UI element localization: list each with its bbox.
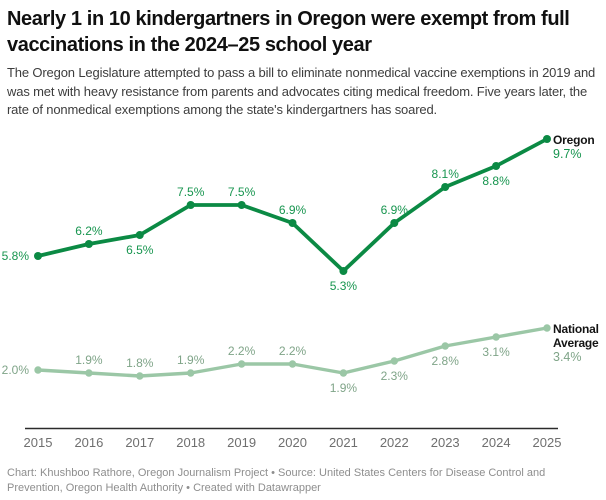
- point-national-average-2015[interactable]: [34, 366, 42, 374]
- value-label-national-average-2021: 1.9%: [330, 381, 358, 395]
- series-end-value-national-average: 3.4%: [553, 350, 582, 364]
- series-end-value-oregon: 9.7%: [553, 147, 582, 161]
- chart-credit: Chart: Khushboo Rathore, Oregon Journali…: [7, 467, 546, 494]
- value-label-national-average-2022: 2.3%: [381, 369, 409, 383]
- value-label-oregon-2015: 5.8%: [2, 249, 30, 263]
- x-axis-label-2021: 2021: [329, 435, 358, 450]
- point-oregon-2021[interactable]: [339, 267, 348, 275]
- point-national-average-2022[interactable]: [390, 357, 398, 365]
- point-national-average-2017[interactable]: [136, 372, 144, 380]
- series-label-national-average-line1: National: [553, 322, 599, 336]
- point-national-average-2025[interactable]: [543, 324, 551, 332]
- point-oregon-2022[interactable]: [390, 219, 399, 227]
- point-national-average-2024[interactable]: [492, 333, 500, 341]
- x-axis-label-2025: 2025: [533, 435, 562, 450]
- value-label-national-average-2019: 2.2%: [228, 344, 256, 358]
- value-label-national-average-2023: 2.8%: [432, 354, 460, 368]
- x-axis-label-2020: 2020: [278, 435, 307, 450]
- value-label-oregon-2020: 6.9%: [279, 203, 307, 217]
- value-label-national-average-2017: 1.8%: [126, 356, 154, 370]
- x-axis-label-2023: 2023: [431, 435, 460, 450]
- value-label-national-average-2018: 1.9%: [177, 353, 205, 367]
- value-label-national-average-2016: 1.9%: [75, 353, 103, 367]
- value-label-oregon-2016: 6.2%: [75, 224, 103, 238]
- point-national-average-2020[interactable]: [288, 360, 297, 368]
- value-label-oregon-2021: 5.3%: [330, 279, 358, 293]
- point-oregon-2023[interactable]: [441, 183, 450, 191]
- point-national-average-2016[interactable]: [85, 369, 93, 377]
- point-oregon-2016[interactable]: [84, 240, 93, 248]
- value-label-oregon-2018: 7.5%: [177, 185, 205, 199]
- point-national-average-2023[interactable]: [441, 342, 449, 350]
- x-axis-label-2024: 2024: [482, 435, 511, 450]
- series-label-national-average-line2: Average: [553, 336, 599, 350]
- x-axis-label-2017: 2017: [125, 435, 154, 450]
- point-oregon-2017[interactable]: [135, 231, 144, 239]
- point-national-average-2018[interactable]: [187, 369, 195, 377]
- point-oregon-2018[interactable]: [186, 201, 195, 209]
- point-oregon-2019[interactable]: [237, 201, 246, 209]
- point-oregon-2020[interactable]: [288, 219, 297, 227]
- value-label-national-average-2015: 2.0%: [2, 363, 30, 377]
- value-label-national-average-2020: 2.2%: [279, 344, 307, 358]
- x-axis-label-2018: 2018: [176, 435, 205, 450]
- point-national-average-2021[interactable]: [339, 369, 348, 377]
- value-label-oregon-2024: 8.8%: [482, 174, 510, 188]
- point-national-average-2019[interactable]: [237, 360, 246, 368]
- chart-description: The Oregon Legislature attempted to pass…: [7, 65, 596, 117]
- value-label-oregon-2022: 6.9%: [381, 203, 409, 217]
- x-axis-label-2022: 2022: [380, 435, 409, 450]
- x-axis-label-2016: 2016: [74, 435, 103, 450]
- series-label-oregon: Oregon: [553, 133, 594, 147]
- point-oregon-2015[interactable]: [34, 252, 42, 260]
- x-axis-label-2019: 2019: [227, 435, 256, 450]
- value-label-oregon-2019: 7.5%: [228, 185, 256, 199]
- point-oregon-2025[interactable]: [543, 135, 551, 143]
- value-label-oregon-2023: 8.1%: [432, 167, 460, 181]
- value-label-national-average-2024: 3.1%: [482, 345, 510, 359]
- x-axis-label-2015: 2015: [24, 435, 53, 450]
- chart-title: Nearly 1 in 10 kindergartners in Oregon …: [7, 8, 570, 56]
- value-label-oregon-2017: 6.5%: [126, 243, 154, 257]
- point-oregon-2024[interactable]: [492, 162, 501, 170]
